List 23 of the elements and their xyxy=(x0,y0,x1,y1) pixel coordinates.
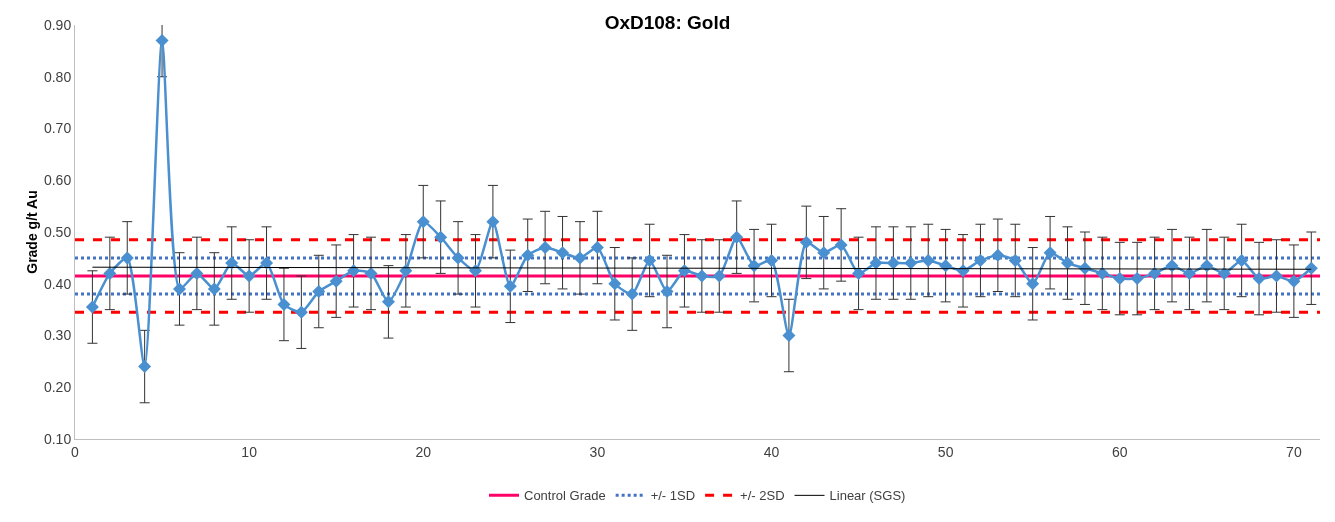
y-tick-label: 0.40 xyxy=(43,275,72,292)
y-axis-title: Grade g/t Au xyxy=(24,190,40,274)
legend-label: Linear (SGS) xyxy=(829,488,906,504)
y-tick-label: 0.80 xyxy=(43,68,72,85)
y-tick-label: 0.30 xyxy=(43,327,72,344)
x-tick-label: 40 xyxy=(763,443,780,460)
x-tick-label: 10 xyxy=(241,443,258,460)
y-tick-label: 0.10 xyxy=(43,430,72,447)
x-tick-label: 20 xyxy=(415,443,432,460)
y-tick-label: 0.60 xyxy=(43,172,72,189)
y-tick-label: 0.90 xyxy=(43,16,72,33)
legend-label: +/- 2SD xyxy=(740,488,785,504)
legend-label: +/- 1SD xyxy=(650,488,696,504)
chart-title: OxD108: Gold xyxy=(604,11,731,33)
x-tick-label: 50 xyxy=(937,443,954,460)
y-tick-label: 0.20 xyxy=(43,379,72,396)
x-tick-label: 70 xyxy=(1286,443,1302,460)
x-tick-label: 0 xyxy=(71,443,80,460)
x-tick-label: 30 xyxy=(589,443,606,460)
y-tick-label: 0.70 xyxy=(43,120,72,137)
x-tick-label: 60 xyxy=(1111,443,1128,460)
legend-label: Control Grade xyxy=(524,488,606,504)
y-tick-label: 0.50 xyxy=(43,223,72,240)
